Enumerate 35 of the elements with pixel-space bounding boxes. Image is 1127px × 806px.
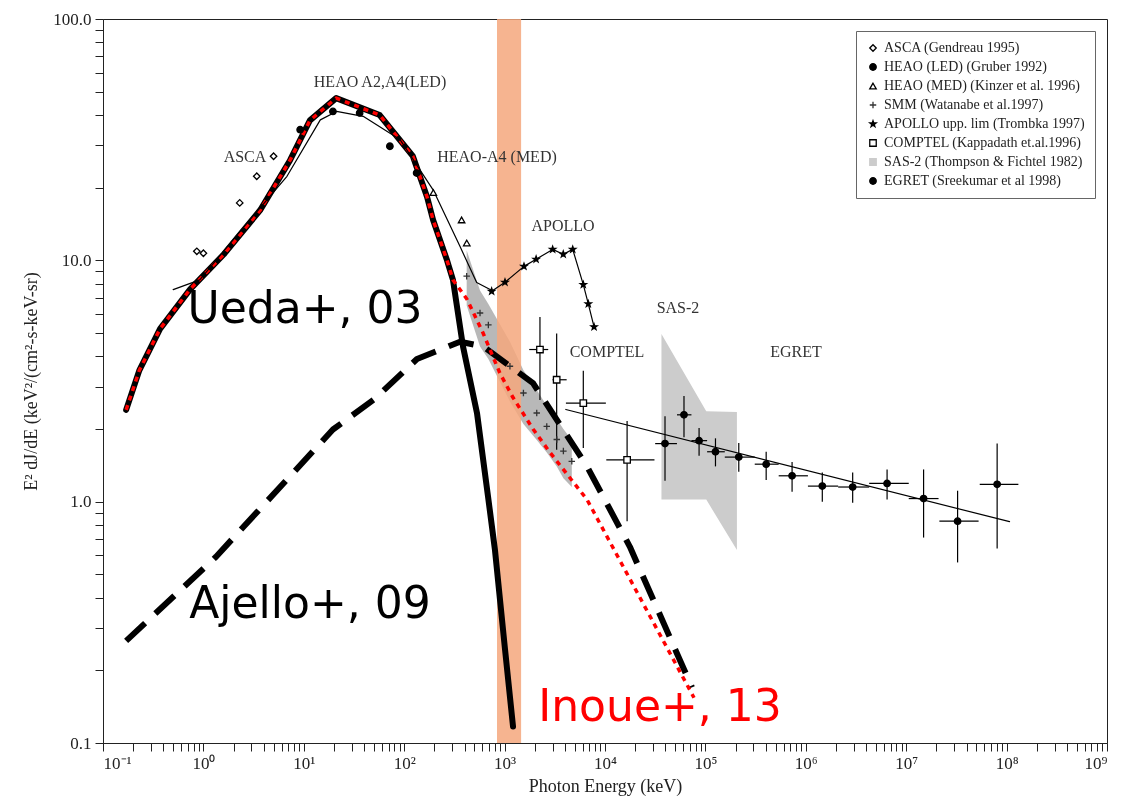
x-tick-label: 10⁵ — [694, 753, 718, 773]
legend-label: SMM (Watanabe et al.1997) — [884, 97, 1044, 113]
legend-label: SAS-2 (Thompson & Fichtel 1982) — [884, 154, 1083, 170]
legend-label: COMPTEL (Kappadath et.al.1996) — [884, 135, 1082, 151]
legend-label: HEAO (MED) (Kinzer et al. 1996) — [884, 78, 1081, 94]
x-tick-label: 10⁰ — [192, 753, 216, 773]
x-tick-label: 10² — [393, 753, 416, 773]
annotation: EGRET — [770, 343, 822, 360]
x-tick-label: 10⁶ — [794, 753, 818, 773]
annotation: COMPTEL — [569, 343, 645, 360]
annotation: APOLLO — [531, 217, 595, 234]
x-tick-label: 10⁻¹ — [103, 753, 132, 773]
x-tick-label: 10³ — [494, 753, 517, 773]
annotation: HEAO A2,A4(LED) — [313, 73, 447, 91]
annotation: ASCA — [223, 148, 267, 165]
legend-label: APOLLO upp. lim (Trombka 1997) — [884, 116, 1085, 132]
series-label: Ajello+, 09 — [189, 577, 431, 628]
y-axis-title: E² dJ/dE (keV²/(cm²-s-keV-sr) — [21, 272, 43, 491]
x-tick-label: 10⁷ — [895, 753, 919, 773]
legend-label: EGRET (Sreekumar et al 1998) — [884, 173, 1062, 189]
x-axis-title: Photon Energy (keV) — [528, 775, 683, 797]
x-tick-label: 10¹ — [293, 753, 316, 773]
x-tick-label: 10⁴ — [594, 753, 618, 773]
y-tick-label: 0.1 — [70, 733, 92, 753]
annotation: HEAO-A4 (MED) — [437, 148, 557, 166]
series-label: Inoue+, 13 — [538, 680, 782, 731]
legend-label: HEAO (LED) (Gruber 1992) — [884, 59, 1048, 75]
legend-label: ASCA (Gendreau 1995) — [884, 40, 1020, 56]
y-tick-label: 100.0 — [53, 9, 92, 29]
y-tick-label: 1.0 — [70, 492, 92, 512]
y-tick-label: 10.0 — [61, 250, 92, 270]
x-tick-label: 10⁹ — [1084, 753, 1108, 773]
series-label: Ueda+, 03 — [187, 282, 423, 333]
annotation: SAS-2 — [656, 299, 700, 316]
x-tick-label: 10⁸ — [995, 753, 1019, 773]
